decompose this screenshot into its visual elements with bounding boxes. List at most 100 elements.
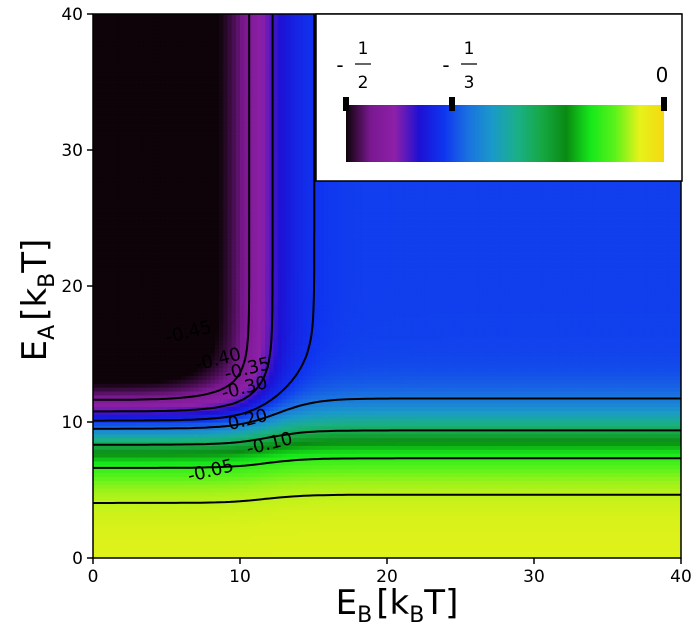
heatmap-cell — [131, 204, 136, 208]
heatmap-cell — [160, 535, 165, 539]
heatmap-cell — [211, 72, 216, 76]
heatmap-cell — [156, 197, 161, 201]
heatmap-cell — [114, 488, 119, 492]
heatmap-cell — [173, 504, 178, 508]
heatmap-cell — [227, 37, 232, 41]
heatmap-cell — [160, 30, 165, 34]
heatmap-cell — [227, 212, 232, 216]
heatmap-cell — [181, 123, 186, 127]
heatmap-cell — [122, 263, 127, 267]
heatmap-cell — [118, 189, 123, 193]
heatmap-cell — [114, 434, 119, 438]
heatmap-cell — [198, 80, 203, 84]
heatmap-cell — [143, 263, 148, 267]
heatmap-cell — [219, 333, 224, 337]
heatmap-cell — [232, 488, 237, 492]
heatmap-cell — [169, 492, 174, 496]
heatmap-cell — [97, 337, 102, 341]
heatmap-cell — [169, 197, 174, 201]
heatmap-cell — [114, 492, 119, 496]
heatmap-cell — [160, 480, 165, 484]
heatmap-cell — [211, 527, 216, 531]
heatmap-cell — [114, 88, 119, 92]
heatmap-cell — [110, 224, 115, 228]
heatmap-cell — [127, 469, 132, 473]
heatmap-cell — [148, 321, 153, 325]
heatmap-cell — [114, 80, 119, 84]
heatmap-cell — [131, 154, 136, 158]
heatmap-cell — [156, 519, 161, 523]
heatmap-cell — [101, 92, 106, 96]
heatmap-cell — [232, 243, 237, 247]
heatmap-cell — [152, 453, 157, 457]
heatmap-cell — [148, 360, 153, 364]
heatmap-cell — [194, 434, 199, 438]
heatmap-cell — [135, 65, 140, 69]
heatmap-cell — [110, 379, 115, 383]
heatmap-cell — [215, 515, 220, 519]
heatmap-cell — [190, 220, 195, 224]
heatmap-cell — [122, 379, 127, 383]
heatmap-cell — [122, 298, 127, 302]
heatmap-cell — [227, 550, 232, 554]
heatmap-cell — [219, 224, 224, 228]
heatmap-cell — [194, 410, 199, 414]
heatmap-cell — [232, 45, 237, 49]
heatmap-cell — [143, 383, 148, 387]
heatmap-cell — [131, 197, 136, 201]
heatmap-cell — [101, 263, 106, 267]
heatmap-cell — [127, 103, 132, 107]
heatmap-cell — [190, 259, 195, 263]
heatmap-cell — [181, 204, 186, 208]
heatmap-cell — [223, 235, 228, 239]
heatmap-cell — [240, 457, 245, 461]
heatmap-cell — [97, 88, 102, 92]
heatmap-cell — [169, 379, 174, 383]
heatmap-cell — [173, 290, 178, 294]
heatmap-cell — [106, 146, 111, 150]
heatmap-cell — [143, 340, 148, 344]
heatmap-cell — [160, 550, 165, 554]
heatmap-cell — [127, 515, 132, 519]
heatmap-cell — [101, 255, 106, 259]
heatmap-cell — [135, 449, 140, 453]
heatmap-cell — [181, 539, 186, 543]
heatmap-cell — [139, 278, 144, 282]
heatmap-cell — [202, 166, 207, 170]
heatmap-cell — [206, 531, 211, 535]
heatmap-cell — [215, 480, 220, 484]
heatmap-cell — [160, 92, 165, 96]
heatmap-cell — [139, 181, 144, 185]
heatmap-cell — [127, 449, 132, 453]
heatmap-cell — [135, 519, 140, 523]
heatmap-cell — [227, 134, 232, 138]
heatmap-cell — [194, 387, 199, 391]
heatmap-cell — [232, 270, 237, 274]
heatmap-cell — [106, 216, 111, 220]
heatmap-cell — [106, 511, 111, 515]
heatmap-cell — [194, 154, 199, 158]
heatmap-cell — [152, 84, 157, 88]
heatmap-cell — [101, 321, 106, 325]
heatmap-cell — [152, 484, 157, 488]
heatmap-cell — [198, 496, 203, 500]
heatmap-cell — [106, 259, 111, 263]
heatmap-cell — [148, 92, 153, 96]
heatmap-cell — [190, 232, 195, 236]
heatmap-cell — [106, 123, 111, 127]
heatmap-cell — [181, 546, 186, 550]
heatmap-cell — [169, 449, 174, 453]
heatmap-cell — [143, 232, 148, 236]
heatmap-cell — [185, 53, 190, 57]
heatmap-cell — [232, 189, 237, 193]
heatmap-cell — [240, 228, 245, 232]
heatmap-cell — [219, 263, 224, 267]
heatmap-cell — [194, 507, 199, 511]
heatmap-cell — [127, 360, 132, 364]
heatmap-cell — [106, 414, 111, 418]
heatmap-cell — [106, 515, 111, 519]
heatmap-cell — [227, 259, 232, 263]
heatmap-cell — [236, 302, 241, 306]
heatmap-cell — [236, 519, 241, 523]
heatmap-cell — [101, 387, 106, 391]
